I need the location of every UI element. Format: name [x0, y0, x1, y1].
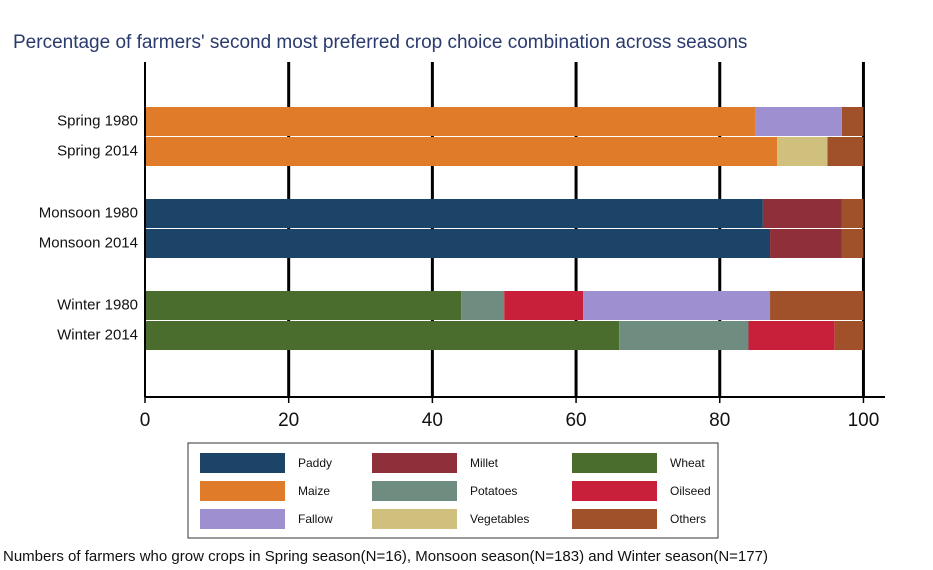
bar-segment	[619, 321, 749, 350]
legend-label: Paddy	[298, 456, 332, 470]
bar-segment	[145, 321, 620, 350]
bar-segment	[827, 137, 864, 166]
legend-swatch	[572, 453, 657, 473]
y-tick-label: Winter 2014	[57, 326, 138, 343]
legend-swatch	[372, 481, 457, 501]
legend-label: Oilseed	[670, 484, 711, 498]
bar-segment	[145, 229, 771, 258]
y-tick-label: Monsoon 2014	[39, 234, 138, 251]
x-tick-label: 80	[709, 410, 730, 431]
bar-segment	[834, 321, 864, 350]
legend-swatch	[572, 509, 657, 529]
bar-segment	[461, 291, 505, 320]
bar-segment	[841, 229, 864, 258]
legend-label: Fallow	[298, 512, 333, 526]
bar-segment	[145, 291, 462, 320]
bar-segment	[145, 199, 763, 228]
x-tick-label: 100	[848, 410, 880, 431]
bar-segment	[145, 137, 778, 166]
legend-label: Maize	[298, 484, 330, 498]
legend-swatch	[200, 481, 285, 501]
y-tick-label: Spring 2014	[57, 142, 138, 159]
bar-segment	[770, 291, 864, 320]
legend-swatch	[372, 509, 457, 529]
bar-segment	[583, 291, 771, 320]
legend-label: Potatoes	[470, 484, 517, 498]
x-tick-label: 60	[565, 410, 586, 431]
y-tick-label: Monsoon 1980	[39, 204, 138, 221]
bar-segment	[145, 107, 756, 136]
legend-swatch	[200, 453, 285, 473]
legend-swatch	[572, 481, 657, 501]
bar-segment	[770, 229, 842, 258]
chart-title: Percentage of farmers' second most prefe…	[13, 32, 747, 53]
x-tick-label: 0	[140, 410, 151, 431]
legend-swatch	[200, 509, 285, 529]
y-tick-label: Spring 1980	[57, 112, 138, 129]
legend-label: Vegetables	[470, 512, 529, 526]
legend-label: Others	[670, 512, 706, 526]
legend-label: Wheat	[670, 456, 705, 470]
bar-segment	[504, 291, 584, 320]
bar-segment	[841, 107, 864, 136]
bar-segment	[748, 321, 835, 350]
x-tick-label: 40	[422, 410, 443, 431]
legend-label: Millet	[470, 456, 499, 470]
bar-segment	[755, 107, 842, 136]
bar-segment	[777, 137, 828, 166]
footnote: Numbers of farmers who grow crops in Spr…	[3, 548, 768, 565]
x-tick-label: 20	[278, 410, 299, 431]
bar-segment	[762, 199, 842, 228]
y-tick-label: Winter 1980	[57, 296, 138, 313]
legend-swatch	[372, 453, 457, 473]
bar-segment	[841, 199, 864, 228]
